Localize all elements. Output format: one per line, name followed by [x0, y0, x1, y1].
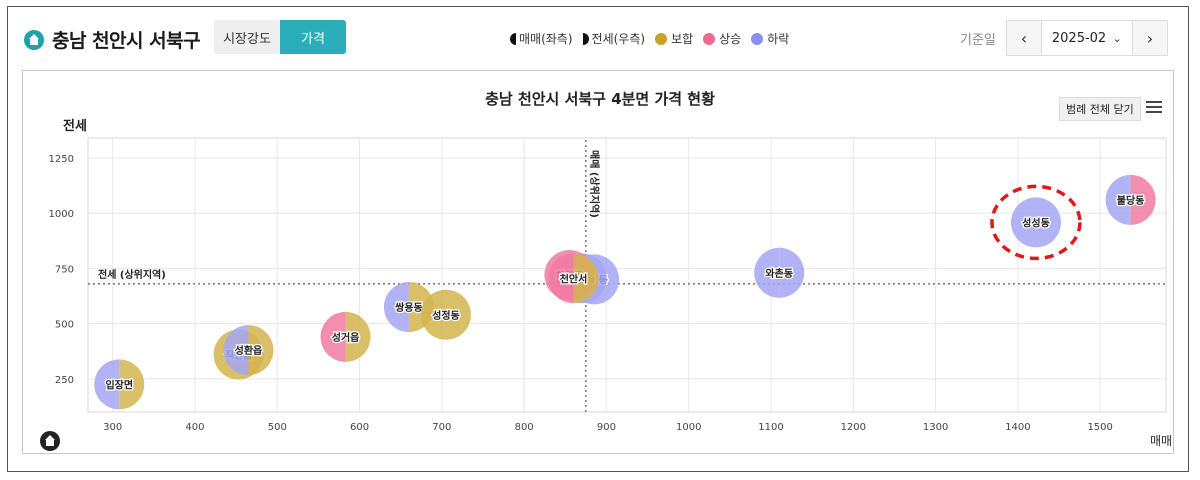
bubble-sale-half[interactable] — [383, 282, 409, 333]
bubble-label: 성성동 — [1022, 216, 1050, 229]
dashboard-frame — [7, 6, 1189, 472]
sale-reference-label: 매매 (상위지역) — [588, 150, 601, 218]
next-date-button[interactable]: › — [1131, 20, 1168, 56]
x-tick-label: 1200 — [841, 422, 866, 433]
tab-price[interactable]: 가격 — [280, 20, 346, 54]
half-circle-right-icon — [582, 32, 589, 45]
x-tick-label: 1300 — [923, 422, 948, 433]
dot-down-icon — [751, 32, 764, 45]
bubble-label: 쌍용동 — [395, 301, 423, 314]
legend-label-rent: 전세(우측) — [591, 32, 646, 46]
bubble-label: 와촌동 — [765, 267, 793, 280]
x-tick-label: 1100 — [758, 422, 783, 433]
chevron-left-icon: ‹ — [1020, 28, 1028, 48]
bubble-sale-half[interactable] — [223, 325, 249, 376]
chart-title: 충남 천안시 서북구 4분면 가격 현황 — [485, 90, 715, 108]
legend-item-rent[interactable]: 전세(우측) — [582, 30, 646, 47]
date-select[interactable]: 2025-02 ⌄ — [1041, 20, 1132, 56]
brand-logo-icon — [40, 431, 60, 451]
bubble-rent-half[interactable] — [1035, 197, 1061, 248]
x-tick-label: 300 — [103, 422, 122, 433]
legend: 매매(좌측) 전세(우측) 보합 상승 하락 — [510, 30, 799, 47]
x-tick-label: 500 — [268, 422, 287, 433]
bubble-rent-half[interactable] — [345, 311, 371, 362]
bubble-sale-half[interactable] — [548, 253, 574, 304]
bubble-sale-half[interactable] — [320, 311, 346, 362]
bubble-rent-half[interactable] — [445, 289, 471, 340]
legend-item-down[interactable]: 하락 — [751, 30, 789, 47]
title-wrap: 충남 천안시 서북구 — [24, 26, 201, 53]
bubble-rent-half[interactable] — [779, 247, 805, 298]
legend-label-down: 하락 — [767, 32, 790, 46]
x-tick-label: 800 — [515, 422, 534, 433]
view-toggle: 시장강도 가격 — [214, 20, 346, 54]
x-axis-label: 매매 — [1150, 434, 1173, 448]
half-circle-left-icon — [510, 32, 516, 45]
legend-item-sale[interactable]: 매매(좌측) — [510, 30, 573, 47]
bubble-label: 성거읍 — [332, 331, 360, 344]
bubble-sale-half[interactable] — [754, 247, 780, 298]
x-tick-label: 400 — [185, 422, 204, 433]
date-label: 기준일 — [960, 32, 996, 48]
page-title: 충남 천안시 서북구 — [52, 30, 201, 52]
x-tick-label: 700 — [432, 422, 451, 433]
x-tick-label: 600 — [350, 422, 369, 433]
bubble-rent-half[interactable] — [248, 325, 274, 376]
x-tick-label: 1000 — [676, 422, 701, 433]
bubble-label: 불당동 — [1117, 194, 1145, 207]
chevron-right-icon: › — [1146, 28, 1154, 48]
bubble-rent-half[interactable] — [1130, 174, 1156, 225]
home-icon[interactable] — [24, 29, 44, 50]
plot-area — [87, 137, 1167, 413]
header: 충남 천안시 서북구 시장강도 가격 매매(좌측) 전세(우측) 보합 상승 하… — [0, 0, 1182, 70]
bubble-label: 성환읍 — [235, 344, 263, 357]
x-tick-label: 900 — [597, 422, 616, 433]
y-tick-label: 500 — [55, 320, 74, 331]
legend-label-flat: 보합 — [671, 32, 694, 46]
legend-label-up: 상승 — [719, 32, 742, 46]
y-tick-label: 1000 — [49, 209, 74, 220]
bubble-rent-half[interactable] — [119, 359, 145, 410]
legend-item-up[interactable]: 상승 — [703, 30, 741, 47]
y-tick-label: 1250 — [49, 154, 74, 165]
bubble-rent-half[interactable] — [573, 253, 599, 304]
bubble-sale-half[interactable] — [1105, 174, 1131, 225]
bubble-label: 성정동 — [432, 309, 460, 322]
bubble-label: 천안서 — [560, 272, 588, 285]
highlight-ring — [990, 184, 1082, 261]
prev-date-button[interactable]: ‹ — [1005, 20, 1042, 56]
legend-label-sale: 매매(좌측) — [519, 32, 573, 46]
x-tick-label: 1400 — [1005, 422, 1030, 433]
x-tick-label: 1500 — [1087, 422, 1112, 433]
bubble-sale-half[interactable] — [420, 289, 446, 340]
dot-up-icon — [703, 32, 716, 45]
date-value: 2025-02 — [1051, 30, 1107, 46]
tab-market-strength[interactable]: 시장강도 — [214, 20, 280, 54]
bubble-label: 입장면 — [105, 378, 133, 391]
rent-reference-label: 전세 (상위지역) — [98, 268, 166, 281]
bubble-sale-half[interactable] — [94, 359, 120, 410]
y-axis-label: 전세 — [63, 119, 87, 134]
y-tick-label: 250 — [55, 375, 74, 386]
chevron-down-icon: ⌄ — [1112, 31, 1122, 45]
hamburger-menu-icon[interactable] — [1146, 101, 1162, 114]
legend-item-flat[interactable]: 보합 — [655, 30, 693, 47]
y-tick-label: 750 — [55, 264, 74, 275]
date-control: 기준일 ‹ 2025-02 ⌄ › — [960, 20, 1168, 56]
dot-flat-icon — [655, 32, 668, 45]
chart-container — [22, 70, 1174, 454]
legend-close-button[interactable]: 범례 전체 닫기 — [1059, 97, 1141, 121]
bubble-sale-half[interactable] — [1010, 197, 1036, 248]
